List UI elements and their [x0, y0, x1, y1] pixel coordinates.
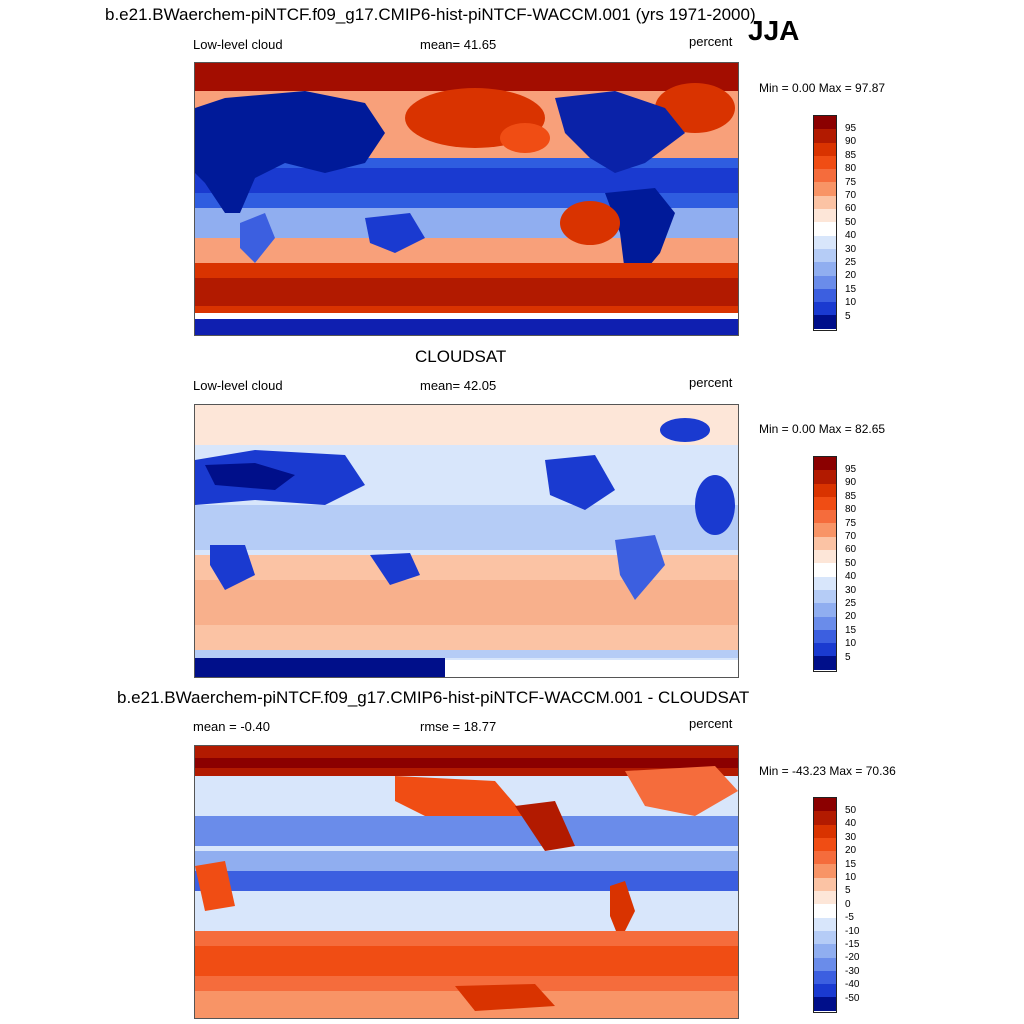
- panel3-mean-label: mean = -0.40: [193, 719, 270, 734]
- panel3-heading: b.e21.BWaerchem-piNTCF.f09_g17.CMIP6-his…: [117, 688, 750, 707]
- colorbar-tick: 90: [845, 136, 857, 148]
- colorbar-tick: -5: [845, 912, 854, 924]
- colorbar-tick: 95: [845, 123, 857, 134]
- panel3-colorbar: [813, 797, 837, 1013]
- panel2-colorbar: [813, 456, 837, 672]
- colorbar-tick: 0: [845, 898, 851, 910]
- colorbar-tick: 30: [845, 584, 857, 596]
- colorbar-tick: 80: [845, 163, 857, 175]
- colorbar-tick: 10: [845, 297, 857, 309]
- panel1-variable-label: Low-level cloud: [193, 37, 283, 52]
- colorbar-tick: 10: [845, 872, 857, 884]
- colorbar-tick: 85: [845, 490, 857, 502]
- colorbar-tick: 20: [845, 845, 857, 857]
- colorbar-tick: 5: [845, 885, 851, 897]
- colorbar-tick: -50: [845, 992, 860, 1004]
- main-title: b.e21.BWaerchem-piNTCF.f09_g17.CMIP6-his…: [105, 5, 756, 24]
- colorbar-tick: 40: [845, 571, 857, 583]
- panel1-colorbar-ticks: 95 90 85 80 75 70 60 50 40 30 25 20 15 10 5: [845, 122, 856, 323]
- colorbar-tick: 75: [845, 176, 857, 188]
- panel3-minmax: Min = -43.23 Max = 70.36: [759, 764, 896, 778]
- colorbar-tick: 50: [845, 216, 857, 228]
- colorbar-tick: 20: [845, 270, 857, 282]
- panel1-mean-label: mean= 41.65: [420, 37, 497, 52]
- panel3-map: [194, 745, 739, 1019]
- colorbar-tick: 15: [845, 624, 857, 636]
- colorbar-tick: 95: [845, 464, 857, 475]
- colorbar-tick: 25: [845, 257, 857, 269]
- colorbar-tick: 25: [845, 598, 857, 610]
- colorbar-tick: 30: [845, 831, 857, 843]
- panel2-map: [194, 404, 739, 678]
- colorbar-tick: -20: [845, 952, 860, 964]
- colorbar-tick: 30: [845, 243, 857, 255]
- colorbar-tick: 80: [845, 504, 857, 516]
- panel1-map: [194, 62, 739, 336]
- panel3-rmse-label: rmse = 18.77: [420, 719, 497, 734]
- colorbar-tick: -30: [845, 965, 860, 977]
- colorbar-tick: 90: [845, 477, 857, 489]
- panel2-minmax: Min = 0.00 Max = 82.65: [759, 422, 886, 436]
- colorbar-tick: 40: [845, 818, 857, 830]
- colorbar-tick: 85: [845, 149, 857, 161]
- colorbar-tick: 15: [845, 283, 857, 295]
- colorbar-tick: 20: [845, 611, 857, 623]
- panel2-map-field: [195, 405, 738, 677]
- colorbar-tick: -10: [845, 925, 860, 937]
- colorbar-tick: 70: [845, 531, 857, 543]
- panel2-units-label: percent: [689, 375, 733, 390]
- colorbar-tick: 40: [845, 230, 857, 242]
- colorbar-tick: 5: [845, 310, 851, 322]
- panel2-variable-label: Low-level cloud: [193, 378, 283, 393]
- panel3-map-field: [195, 746, 738, 1018]
- colorbar-tick: 15: [845, 858, 857, 870]
- colorbar-tick: 70: [845, 190, 857, 202]
- panel2-mean-label: mean= 42.05: [420, 378, 497, 393]
- colorbar-tick: -40: [845, 979, 860, 991]
- panel3-units-label: percent: [689, 716, 733, 731]
- colorbar-tick: 75: [845, 517, 857, 529]
- panel1-units-label: percent: [689, 34, 733, 49]
- panel2-colorbar-ticks: 95 90 85 80 75 70 60 50 40 30 25 20 15 10 5: [845, 463, 856, 664]
- colorbar-tick: -15: [845, 939, 860, 951]
- panel2-heading: CLOUDSAT: [415, 347, 507, 366]
- colorbar-tick: 60: [845, 544, 857, 556]
- colorbar-tick: 5: [845, 651, 851, 663]
- colorbar-tick: 10: [845, 638, 857, 650]
- panel1-colorbar: [813, 115, 837, 331]
- panel1-map-field: [195, 63, 738, 335]
- colorbar-tick: 50: [845, 805, 857, 816]
- season-label: JJA: [748, 15, 800, 46]
- colorbar-tick: 60: [845, 203, 857, 215]
- colorbar-tick: 50: [845, 557, 857, 569]
- panel1-minmax: Min = 0.00 Max = 97.87: [759, 81, 886, 95]
